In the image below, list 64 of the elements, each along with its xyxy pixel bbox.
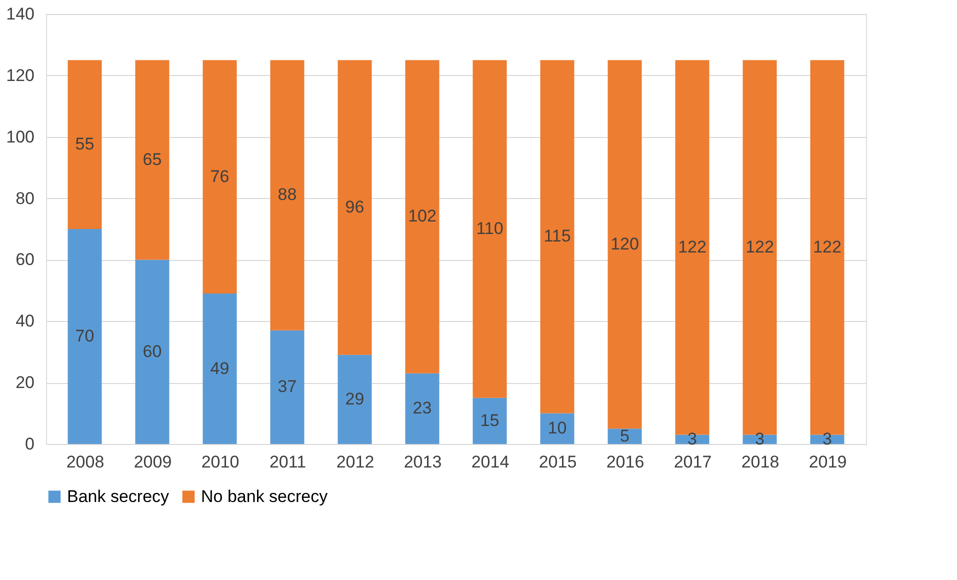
y-tick-label: 0 — [25, 434, 34, 454]
legend-label: No bank secrecy — [201, 486, 328, 506]
x-tick-label: 2017 — [674, 452, 712, 472]
data-label: 70 — [75, 326, 94, 346]
data-label: 15 — [480, 410, 500, 430]
x-tick-label: 2014 — [471, 452, 510, 472]
bar — [202, 60, 237, 294]
x-tick-label: 2013 — [404, 452, 442, 472]
x-tick-label: 2016 — [606, 452, 644, 472]
bar — [608, 428, 642, 444]
bar — [472, 60, 507, 398]
data-label: 96 — [345, 198, 364, 216]
bar — [202, 294, 237, 444]
data-label: 88 — [278, 185, 297, 204]
data-label: 65 — [142, 150, 162, 169]
y-tick-label: 140 — [6, 4, 34, 24]
bar — [405, 373, 440, 444]
data-label: 49 — [210, 358, 230, 378]
data-label: 3 — [822, 429, 832, 448]
y-tick-label: 80 — [16, 188, 34, 208]
data-label: 110 — [476, 219, 504, 238]
bar — [135, 260, 170, 444]
x-tick-label: 2018 — [741, 452, 780, 472]
x-tick-label: 2010 — [201, 452, 240, 472]
data-label: 5 — [620, 426, 630, 446]
bar — [68, 229, 102, 444]
data-label: 3 — [755, 429, 764, 448]
bar — [270, 60, 304, 330]
data-label: 3 — [688, 429, 697, 448]
bar — [540, 413, 574, 444]
data-label: 102 — [408, 206, 436, 226]
data-label: 76 — [210, 166, 230, 186]
data-label: 122 — [678, 237, 706, 256]
data-label: 37 — [278, 377, 297, 396]
y-tick-label: 60 — [16, 250, 34, 270]
x-tick-label: 2008 — [66, 452, 104, 472]
data-label: 122 — [746, 237, 774, 256]
data-label: 29 — [345, 389, 364, 408]
legend-label: Bank secrecy — [67, 486, 170, 506]
bar — [338, 60, 372, 355]
data-label: 115 — [544, 226, 571, 246]
y-tick-label: 120 — [6, 66, 34, 85]
data-label: 120 — [610, 234, 639, 254]
bar — [68, 60, 102, 229]
bar — [608, 60, 642, 429]
x-tick-label: 2011 — [269, 452, 306, 472]
bar — [338, 354, 372, 444]
data-label: 55 — [75, 134, 94, 154]
bar — [405, 60, 440, 374]
x-tick-label: 2015 — [538, 452, 577, 472]
y-tick-label: 40 — [16, 312, 34, 331]
data-label: 10 — [548, 418, 567, 438]
x-tick-label: 2019 — [808, 452, 847, 472]
data-label: 122 — [813, 237, 842, 256]
data-label: 60 — [142, 342, 162, 361]
bar — [540, 60, 574, 414]
x-tick-label: 2012 — [336, 452, 374, 472]
x-tick-label: 2009 — [134, 452, 172, 472]
y-tick-label: 20 — [16, 373, 34, 392]
bar — [270, 330, 304, 444]
data-label: 23 — [412, 398, 432, 418]
bar — [472, 398, 507, 444]
y-tick-label: 100 — [6, 127, 34, 146]
bar — [135, 60, 170, 260]
